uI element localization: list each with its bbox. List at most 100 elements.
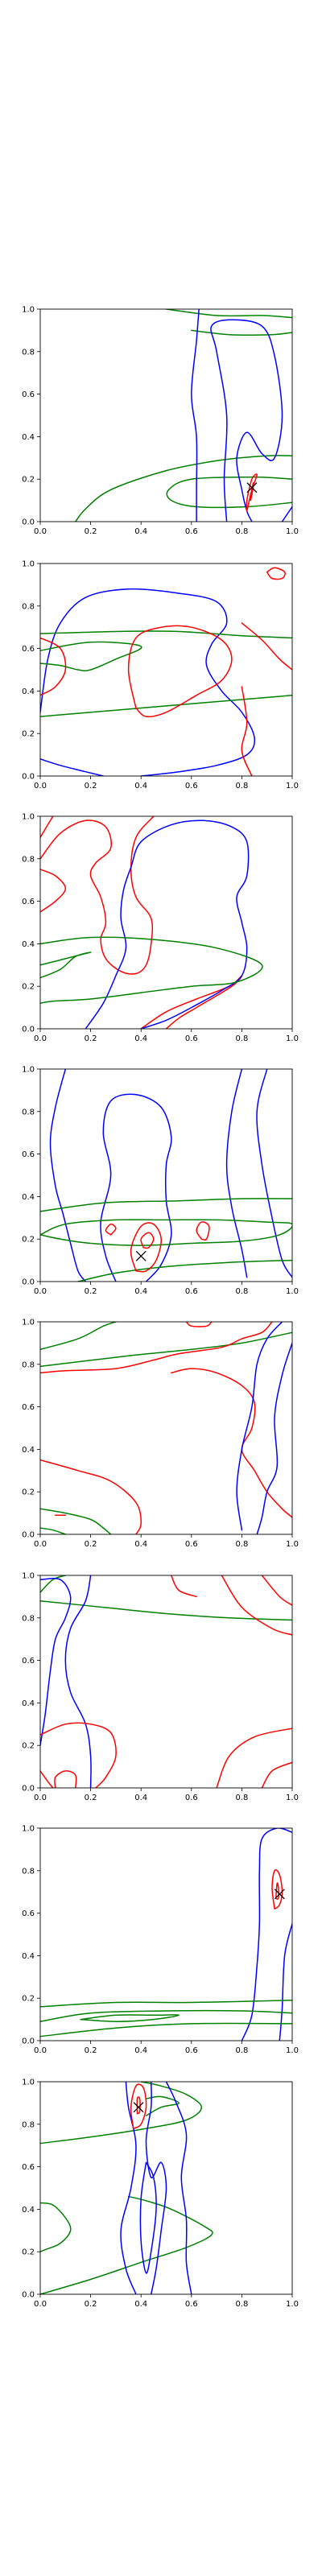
x-tick-label: 0.0: [34, 1034, 47, 1043]
green-contour-line: [40, 630, 292, 639]
red-contour-line: [40, 1722, 117, 1788]
x-tick-label: 0.4: [134, 1794, 147, 1802]
x-tick-label: 0.4: [134, 782, 147, 791]
y-tick-label: 0.8: [22, 1867, 35, 1876]
blue-contour-line: [165, 2082, 192, 2294]
blue-contour-line: [225, 1069, 248, 1278]
green-contour-line: [40, 1508, 112, 1534]
subplot-5: 0.00.0 0.2 0.2 0.4 0.4 0.6 0.6 0.8 0.8 1.0 1.0: [22, 1319, 299, 1550]
green-contour-line: [40, 1600, 292, 1621]
marker-stroke: [246, 482, 258, 493]
y-tick-label: 0.8: [22, 855, 35, 864]
contour-lines: [40, 1069, 292, 1282]
subplot-6: 0.00.0 0.2 0.2 0.4 0.4 0.6 0.6 0.8 0.8 1.0 1.0: [22, 1572, 299, 1803]
blue-contour-line: [64, 1575, 92, 1788]
y-tick-label: 1.0: [22, 1066, 35, 1075]
green-contour-line: [80, 2014, 180, 2022]
y-tick-label: 0.6: [22, 2163, 35, 2172]
red-contour-line: [185, 1322, 213, 1327]
red-contour-line: [130, 1222, 162, 1273]
y-tick-label: 0.0: [22, 773, 35, 782]
x-tick-label: 0.2: [85, 1540, 97, 1549]
y-tick-label: 0.2: [22, 476, 35, 485]
plot-frame: [39, 308, 293, 522]
y-tick-label: 0.6: [22, 645, 35, 654]
x-tick-label: 0.2: [85, 1034, 97, 1043]
red-contour-line: [250, 482, 254, 502]
green-contour-line: [40, 2082, 203, 2145]
x-tick-label: 0.8: [235, 2046, 248, 2055]
blue-contour-line: [210, 319, 283, 522]
y-tick-label: 0.8: [22, 2120, 35, 2129]
x-tick-label: 0.0: [34, 1540, 47, 1549]
contour-lines: [40, 567, 292, 776]
x-tick-label: 0.8: [235, 782, 248, 791]
red-contour-line: [271, 1869, 283, 1910]
x-tick-label: 0.0: [34, 2046, 47, 2055]
x-tick-label: 0.2: [85, 2046, 97, 2055]
x-tick-label: 1.0: [286, 2300, 299, 2309]
plot-frame: [39, 1827, 293, 2041]
y-tick-label: 0.0: [22, 2037, 35, 2046]
green-contour-line: [191, 329, 292, 336]
green-contour-line: [40, 2195, 213, 2294]
green-contour-line: [40, 694, 292, 717]
blue-contour-line: [256, 1069, 292, 1278]
subplot-8: 0.00.0 0.2 0.2 0.4 0.4 0.6 0.6 0.8 0.8 1.0 1.0: [22, 2079, 299, 2310]
blue-contour-line: [100, 1093, 172, 1282]
y-tick-label: 0.8: [22, 1108, 35, 1117]
blue-contour-line: [241, 1828, 292, 2041]
plot-frame: [39, 815, 293, 1030]
y-tick-label: 0.2: [22, 2248, 35, 2257]
y-tick-label: 0.6: [22, 390, 35, 399]
y-tick-label: 0.2: [22, 1742, 35, 1751]
green-contour-line: [40, 936, 263, 1005]
y-tick-label: 1.0: [22, 1572, 35, 1581]
contour-lines: [40, 1322, 292, 1534]
y-tick-label: 1.0: [22, 2079, 35, 2087]
y-tick-label: 0.0: [22, 1278, 35, 1287]
y-tick-label: 0.0: [22, 2291, 35, 2300]
x-marker: [246, 482, 258, 493]
marker-stroke: [274, 1889, 285, 1900]
subplot-1: 0.00.0 0.2 0.2 0.4 0.4 0.6 0.6 0.8 0.8 1.0 1.0: [22, 306, 299, 537]
red-contour-line: [40, 816, 54, 839]
blue-contour-line: [120, 2082, 137, 2294]
blue-contour-line: [40, 588, 256, 776]
x-tick-label: 0.6: [185, 1287, 198, 1296]
blue-contour-line: [49, 1069, 87, 1282]
red-contour-line: [54, 1770, 77, 1788]
x-tick-label: 0.6: [185, 2046, 198, 2055]
red-contour-line: [221, 1575, 292, 1636]
x-tick-label: 0.6: [185, 782, 198, 791]
x-tick-label: 0.8: [235, 527, 248, 536]
green-contour-line: [77, 1259, 292, 1282]
green-contour-line: [166, 476, 292, 509]
blue-contour-line: [256, 1342, 292, 1534]
red-contour-line: [40, 816, 155, 975]
y-tick-label: 0.4: [22, 433, 35, 442]
plot-frame: [39, 1068, 293, 1282]
green-contour-line: [40, 1331, 292, 1368]
y-tick-label: 0.4: [22, 940, 35, 949]
x-tick-label: 0.4: [134, 2300, 147, 2309]
green-contour-line: [165, 309, 292, 319]
y-tick-label: 0.4: [22, 2206, 35, 2215]
x-tick-label: 0.8: [235, 1794, 248, 1802]
x-tick-label: 1.0: [286, 527, 299, 536]
y-tick-label: 0.4: [22, 1193, 35, 1202]
red-contour-line: [136, 2096, 141, 2115]
green-contour-line: [40, 1575, 67, 1593]
x-tick-label: 0.4: [134, 1034, 147, 1043]
x-tick-label: 0.2: [85, 527, 97, 536]
y-tick-label: 1.0: [22, 306, 35, 315]
contour-lines: [75, 309, 292, 522]
x-tick-label: 0.6: [185, 527, 198, 536]
green-contour-line: [40, 1219, 292, 1246]
blue-contour-line: [281, 506, 292, 522]
green-contour-line: [40, 2202, 72, 2252]
x-tick-label: 0.0: [34, 1287, 47, 1296]
y-tick-label: 0.0: [22, 1785, 35, 1794]
plot-frame: [39, 2081, 293, 2295]
plot-frame: [39, 1321, 293, 1535]
